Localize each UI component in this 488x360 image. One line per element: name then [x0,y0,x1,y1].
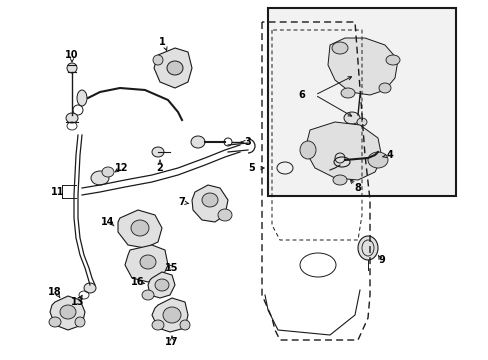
Polygon shape [192,185,227,222]
Text: 9: 9 [378,255,385,265]
Ellipse shape [142,290,154,300]
Ellipse shape [140,255,156,269]
Ellipse shape [155,279,169,291]
Polygon shape [305,122,381,180]
Text: 6: 6 [298,90,305,100]
Text: 3: 3 [244,137,251,147]
Ellipse shape [153,55,163,65]
Ellipse shape [367,152,387,168]
Text: 4: 4 [386,150,392,160]
Ellipse shape [91,171,109,185]
Ellipse shape [299,141,315,159]
Ellipse shape [66,113,78,123]
Ellipse shape [340,88,354,98]
Text: 18: 18 [48,287,61,297]
Ellipse shape [152,147,163,157]
Polygon shape [125,245,168,282]
Ellipse shape [84,283,96,293]
Ellipse shape [167,61,183,75]
Text: 11: 11 [51,187,64,197]
Ellipse shape [202,193,218,207]
Ellipse shape [356,118,366,126]
Ellipse shape [385,55,399,65]
Text: 5: 5 [248,163,255,173]
Polygon shape [148,272,175,298]
Ellipse shape [102,167,114,177]
Ellipse shape [60,305,76,319]
Ellipse shape [333,157,349,167]
Ellipse shape [131,220,149,236]
Text: 14: 14 [101,217,115,227]
Text: 2: 2 [156,163,163,173]
Text: 10: 10 [65,50,79,60]
Ellipse shape [191,136,204,148]
Polygon shape [154,48,192,88]
Ellipse shape [49,317,61,327]
Bar [267,8,455,196]
Ellipse shape [77,90,87,106]
Polygon shape [327,38,397,95]
Ellipse shape [357,236,377,260]
Ellipse shape [378,83,390,93]
Polygon shape [118,210,162,248]
Text: 8: 8 [354,183,361,193]
Polygon shape [152,298,187,332]
Ellipse shape [67,63,77,73]
Text: 1: 1 [158,37,165,47]
Text: 16: 16 [131,277,144,287]
Ellipse shape [75,317,85,327]
Text: 17: 17 [165,337,179,347]
Polygon shape [50,296,85,330]
Text: 13: 13 [71,297,84,307]
Ellipse shape [163,307,181,323]
Text: 15: 15 [165,263,179,273]
Text: 7: 7 [178,197,185,207]
Ellipse shape [332,175,346,185]
Ellipse shape [218,209,231,221]
Ellipse shape [180,320,190,330]
Ellipse shape [152,320,163,330]
Ellipse shape [343,112,359,124]
Text: 12: 12 [115,163,128,173]
Ellipse shape [331,42,347,54]
